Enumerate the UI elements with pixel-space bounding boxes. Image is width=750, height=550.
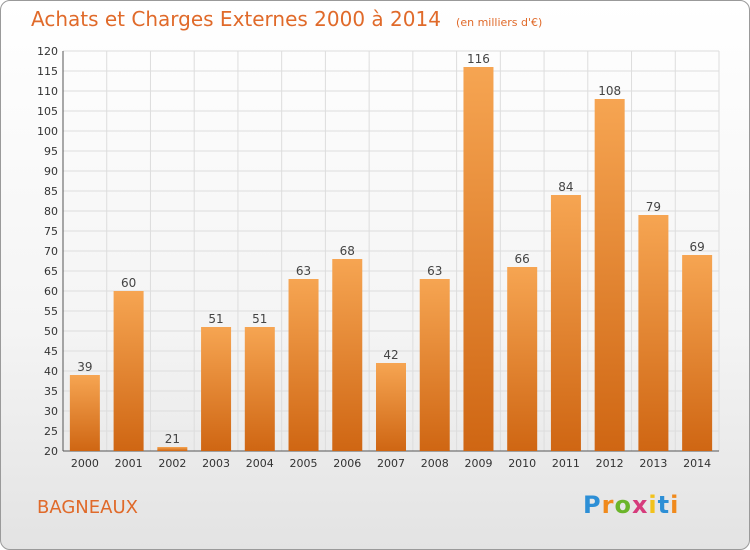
- y-tick-label: 65: [44, 265, 58, 278]
- data-label: 51: [208, 312, 223, 326]
- x-tick-label: 2014: [683, 457, 711, 470]
- x-tick-label: 2000: [71, 457, 99, 470]
- bar: [638, 215, 669, 451]
- bar: [113, 291, 144, 451]
- data-label: 116: [467, 52, 490, 66]
- x-tick-label: 2003: [202, 457, 230, 470]
- bar: [332, 259, 363, 451]
- data-label: 68: [340, 244, 355, 258]
- logo-letter: i: [648, 491, 658, 519]
- bar: [463, 67, 494, 451]
- bar: [419, 279, 450, 451]
- y-tick-label: 55: [44, 305, 58, 318]
- bar: [201, 327, 232, 451]
- y-tick-label: 20: [44, 445, 58, 458]
- y-tick-label: 115: [37, 65, 58, 78]
- y-tick-label: 50: [44, 325, 58, 338]
- data-label: 21: [165, 432, 180, 446]
- y-tick-label: 95: [44, 145, 58, 158]
- y-tick-label: 40: [44, 365, 58, 378]
- y-tick-label: 60: [44, 285, 58, 298]
- bar: [288, 279, 319, 451]
- logo-letter: i: [670, 491, 680, 519]
- x-tick-label: 2007: [377, 457, 405, 470]
- x-tick-label: 2001: [115, 457, 143, 470]
- x-tick-label: 2011: [552, 457, 580, 470]
- x-tick-label: 2013: [639, 457, 667, 470]
- bar: [507, 267, 538, 451]
- bar: [244, 327, 275, 451]
- chart-subtitle: (en milliers d'€): [456, 16, 543, 29]
- data-label: 69: [689, 240, 704, 254]
- data-label: 42: [383, 348, 398, 362]
- x-tick-label: 2012: [596, 457, 624, 470]
- data-label: 63: [427, 264, 442, 278]
- data-label: 39: [77, 360, 92, 374]
- x-tick-label: 2004: [246, 457, 274, 470]
- chart-title: Achats et Charges Externes 2000 à 2014: [31, 7, 441, 31]
- x-tick-label: 2010: [508, 457, 536, 470]
- bar: [157, 447, 188, 451]
- logo-letter: t: [657, 491, 671, 519]
- title-row: Achats et Charges Externes 2000 à 2014 (…: [31, 7, 542, 31]
- logo-letter: x: [631, 491, 649, 519]
- bar: [550, 195, 581, 451]
- y-tick-label: 85: [44, 185, 58, 198]
- x-tick-label: 2006: [333, 457, 361, 470]
- data-label: 66: [515, 252, 530, 266]
- y-tick-label: 75: [44, 225, 58, 238]
- data-label: 79: [646, 200, 661, 214]
- y-tick-label: 100: [37, 125, 58, 138]
- x-tick-label: 2002: [158, 457, 186, 470]
- bar: [69, 375, 100, 451]
- axes: 20 25 30 35 40 45 50 55 60 65 70 75 80 85 90 95 100 105 11…: [37, 45, 719, 470]
- logo-letter: o: [614, 491, 632, 519]
- proxiti-logo[interactable]: Proxiti: [583, 491, 679, 519]
- y-tick-label: 80: [44, 205, 58, 218]
- data-label: 84: [558, 180, 573, 194]
- bars: [69, 67, 713, 451]
- data-label: 63: [296, 264, 311, 278]
- data-label: 108: [598, 84, 621, 98]
- y-tick-label: 90: [44, 165, 58, 178]
- x-tick-label: 2005: [290, 457, 318, 470]
- bar: [376, 363, 406, 451]
- data-label: 60: [121, 276, 136, 290]
- y-tick-label: 110: [37, 85, 58, 98]
- x-tick-label: 2008: [421, 457, 449, 470]
- commune-name: BAGNEAUX: [37, 497, 138, 518]
- y-tick-label: 45: [44, 345, 58, 358]
- x-tick-label: 2009: [464, 457, 492, 470]
- y-tick-label: 105: [37, 105, 58, 118]
- bar: [682, 255, 713, 451]
- logo-letter: P: [583, 491, 602, 519]
- bar: [594, 99, 625, 451]
- y-tick-label: 30: [44, 405, 58, 418]
- y-tick-label: 35: [44, 385, 58, 398]
- y-tick-label: 25: [44, 425, 58, 438]
- y-tick-label: 120: [37, 45, 58, 58]
- y-tick-label: 70: [44, 245, 58, 258]
- data-label: 51: [252, 312, 267, 326]
- data-labels: 39 60 21 51 51 63 68 42 63 116 66 84 108 79 69: [77, 52, 705, 446]
- logo-letter: r: [601, 491, 615, 519]
